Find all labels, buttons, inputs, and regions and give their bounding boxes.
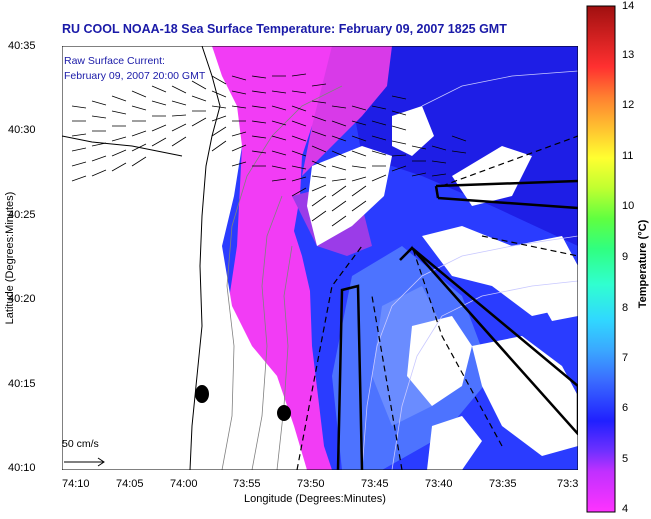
no-data-area <box>472 336 578 456</box>
cool-water-dark <box>342 46 578 246</box>
x-axis-label: Longitude (Degrees:Minutes) <box>244 493 386 505</box>
y-tick-label: 40:25 <box>8 209 36 221</box>
y-tick-label: 40:10 <box>8 462 36 474</box>
bathymetry-contours-light <box>361 70 578 470</box>
coastline-inner <box>62 135 183 157</box>
no-data-area <box>427 416 482 470</box>
colorbar-tick: 14 <box>622 0 635 12</box>
colorbar-label: Temperature (°C) <box>637 219 649 309</box>
x-tick-label: 73:35 <box>489 478 517 490</box>
no-data-area <box>307 146 392 246</box>
x-tick-label: 73:3 <box>557 478 579 490</box>
colorbar-tick: 6 <box>622 402 629 414</box>
colorbar-tick: 5 <box>622 453 629 465</box>
x-tick-label: 74:05 <box>116 478 144 490</box>
x-tick-label: 74:00 <box>170 478 198 490</box>
colorbar-tick: 12 <box>622 99 635 111</box>
colorbar-tick: 11 <box>622 150 634 162</box>
colorbar-tick: 10 <box>622 200 635 212</box>
x-tick-label: 73:40 <box>425 478 453 490</box>
x-tick-label: 74:10 <box>62 478 90 490</box>
survey-boxes <box>336 179 578 470</box>
no-data-area <box>407 316 472 406</box>
y-tick-label: 40:15 <box>8 378 36 390</box>
temperature-colorbar <box>586 5 616 513</box>
y-tick-label: 40:20 <box>8 293 36 305</box>
bathymetry-contours <box>221 85 343 470</box>
colorbar-tick: 8 <box>622 302 629 314</box>
current-time: February 09, 2007 20:00 GMT <box>64 70 206 82</box>
colorbar-tick: 4 <box>622 503 629 515</box>
x-tick-label: 73:50 <box>297 478 325 490</box>
no-data-area <box>452 146 532 206</box>
land-shore <box>62 46 307 470</box>
y-tick-label: 40:30 <box>8 124 36 136</box>
current-vectors <box>71 73 467 227</box>
buoy-marker <box>277 405 291 421</box>
current-label: Raw Surface Current: <box>64 55 165 67</box>
colorbar-tick: 13 <box>622 49 635 61</box>
colorbar-tick: 9 <box>622 251 629 263</box>
scale-label: 50 cm/s <box>62 438 99 450</box>
warm-water-upper <box>302 46 392 176</box>
colorbar-gradient <box>586 5 616 513</box>
x-tick-label: 73:55 <box>233 478 261 490</box>
colorbar-tick: 7 <box>622 352 629 364</box>
y-tick-label: 40:35 <box>8 40 36 52</box>
no-data-area <box>532 276 578 321</box>
scale-arrow <box>64 457 105 467</box>
dashed-survey-lines <box>296 135 578 470</box>
map-title: RU COOL NOAA-18 Sea Surface Temperature:… <box>62 22 507 36</box>
x-tick-label: 73:45 <box>361 478 389 490</box>
y-axis-label: Latitude (Degrees:Minutes) <box>4 191 16 325</box>
sst-map <box>62 46 578 470</box>
buoy-marker <box>195 385 209 403</box>
